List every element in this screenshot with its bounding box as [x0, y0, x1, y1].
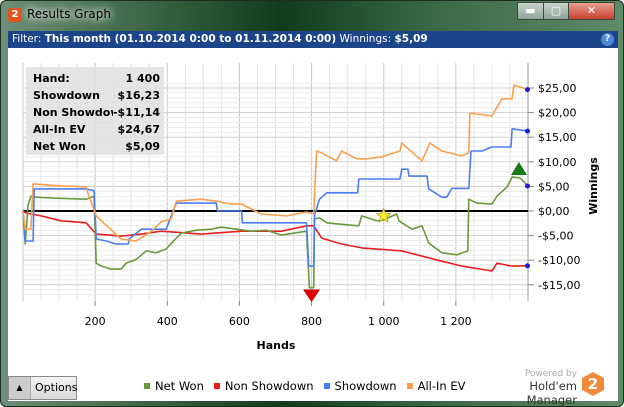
y-axis-title: Winnings — [587, 157, 600, 215]
legend-item[interactable]: All-In EV — [406, 379, 466, 393]
y-tick-label: $20,00 — [538, 107, 577, 120]
x-axis-title: Hands — [257, 339, 296, 352]
y-tick-label: $0,00 — [538, 205, 570, 218]
window-title: Results Graph — [27, 7, 111, 21]
series-line-non-showdown — [22, 210, 529, 272]
x-tick-label: 600 — [229, 315, 250, 328]
summary-row: All-In EV $24,67 — [33, 123, 160, 140]
series-end-point — [525, 128, 530, 134]
filter-label: Filter: — [12, 33, 42, 45]
legend-label: Showdown — [334, 379, 397, 393]
legend-swatch — [144, 383, 150, 389]
legend-swatch — [323, 383, 330, 389]
series-end-point — [525, 263, 530, 269]
x-tick-label: 200 — [85, 315, 106, 328]
expand-up-icon: ▲ — [9, 377, 31, 399]
legend-label: Net Won — [155, 379, 204, 393]
results-chart: 200 400 600 800 1 000 1 200 $25,00 $20,00 $15,00… — [22, 63, 600, 352]
branding: Powered by Hold'em Manager — [477, 369, 577, 407]
close-icon: ✕ — [586, 4, 597, 17]
y-tick-label: -$5,00 — [538, 230, 573, 243]
filter-bar: Filter: This month (01.10.2014 0:00 to 0… — [8, 31, 618, 48]
options-label: Options — [35, 381, 78, 394]
series-line-showdown — [22, 128, 529, 267]
summary-value: -$11,14 — [112, 106, 160, 119]
brand-name: Hold'em Manager — [526, 379, 577, 407]
x-tick-label: 800 — [301, 315, 322, 328]
brand-logo-icon: 2 — [582, 372, 604, 396]
star-marker-icon — [375, 207, 392, 223]
summary-label: Hand: — [33, 72, 70, 85]
legend-item[interactable]: Non Showdown — [213, 379, 314, 393]
summary-value: $5,09 — [125, 140, 160, 153]
legend-label: Non Showdown — [224, 379, 314, 393]
summary-row: Showdown $16,23 — [33, 89, 160, 106]
summary-value: 1 400 — [125, 72, 160, 85]
x-tick-label: 1 000 — [368, 315, 400, 328]
summary-row: Net Won $5,09 — [33, 140, 160, 157]
legend-item[interactable]: Net Won — [144, 379, 204, 393]
max-marker-icon — [510, 162, 527, 176]
x-tick-label: 400 — [157, 315, 178, 328]
summary-label: Showdown — [33, 89, 100, 102]
x-tick-label: 1 200 — [440, 315, 472, 328]
options-button[interactable]: ▲ Options — [8, 376, 77, 400]
legend-label: All-In EV — [417, 379, 466, 393]
maximize-button[interactable]: ▢ — [543, 2, 569, 20]
y-tick-label: $15,00 — [538, 131, 577, 144]
legend-swatch — [213, 383, 220, 389]
summary-row: Hand: 1 400 — [33, 72, 160, 89]
y-tick-label: $25,00 — [538, 82, 577, 95]
legend-item[interactable]: Showdown — [323, 379, 397, 393]
series-end-point — [525, 87, 530, 93]
summary-label: All-In EV — [33, 123, 86, 136]
summary-value: $24,67 — [117, 123, 160, 136]
series-line-all-in-ev — [22, 84, 529, 242]
filter-value[interactable]: This month (01.10.2014 0:00 to 01.11.201… — [44, 33, 337, 45]
maximize-icon: ▢ — [550, 4, 562, 17]
minimize-icon: ▬ — [525, 4, 536, 17]
summary-box: Hand: 1 400 Showdown $16,23 Non Showdown-$11… — [26, 67, 164, 155]
help-icon[interactable]: ? — [601, 33, 614, 46]
series-end-point — [525, 183, 530, 189]
y-tick-label: $5,00 — [538, 180, 570, 193]
min-marker-icon — [303, 289, 321, 303]
y-tick-label: -$15,00 — [538, 279, 580, 292]
summary-label: Net Won — [33, 140, 86, 153]
summary-value: $16,23 — [117, 89, 160, 102]
close-button[interactable]: ✕ — [568, 2, 615, 20]
minimize-button[interactable]: ▬ — [517, 2, 544, 20]
winnings-value: $5,09 — [394, 33, 428, 45]
legend: Net Won Non Showdown Showdown All-In EV — [144, 379, 465, 393]
y-tick-label: -$10,00 — [538, 254, 580, 267]
powered-by: Powered by — [524, 369, 577, 379]
app-logo-icon: 2 — [8, 8, 22, 22]
winnings-label: Winnings: — [339, 33, 392, 45]
y-tick-label: $10,00 — [538, 156, 577, 169]
legend-swatch — [406, 383, 413, 389]
summary-row: Non Showdown-$11,14 — [33, 106, 160, 123]
summary-label: Non Showdown — [33, 106, 113, 119]
